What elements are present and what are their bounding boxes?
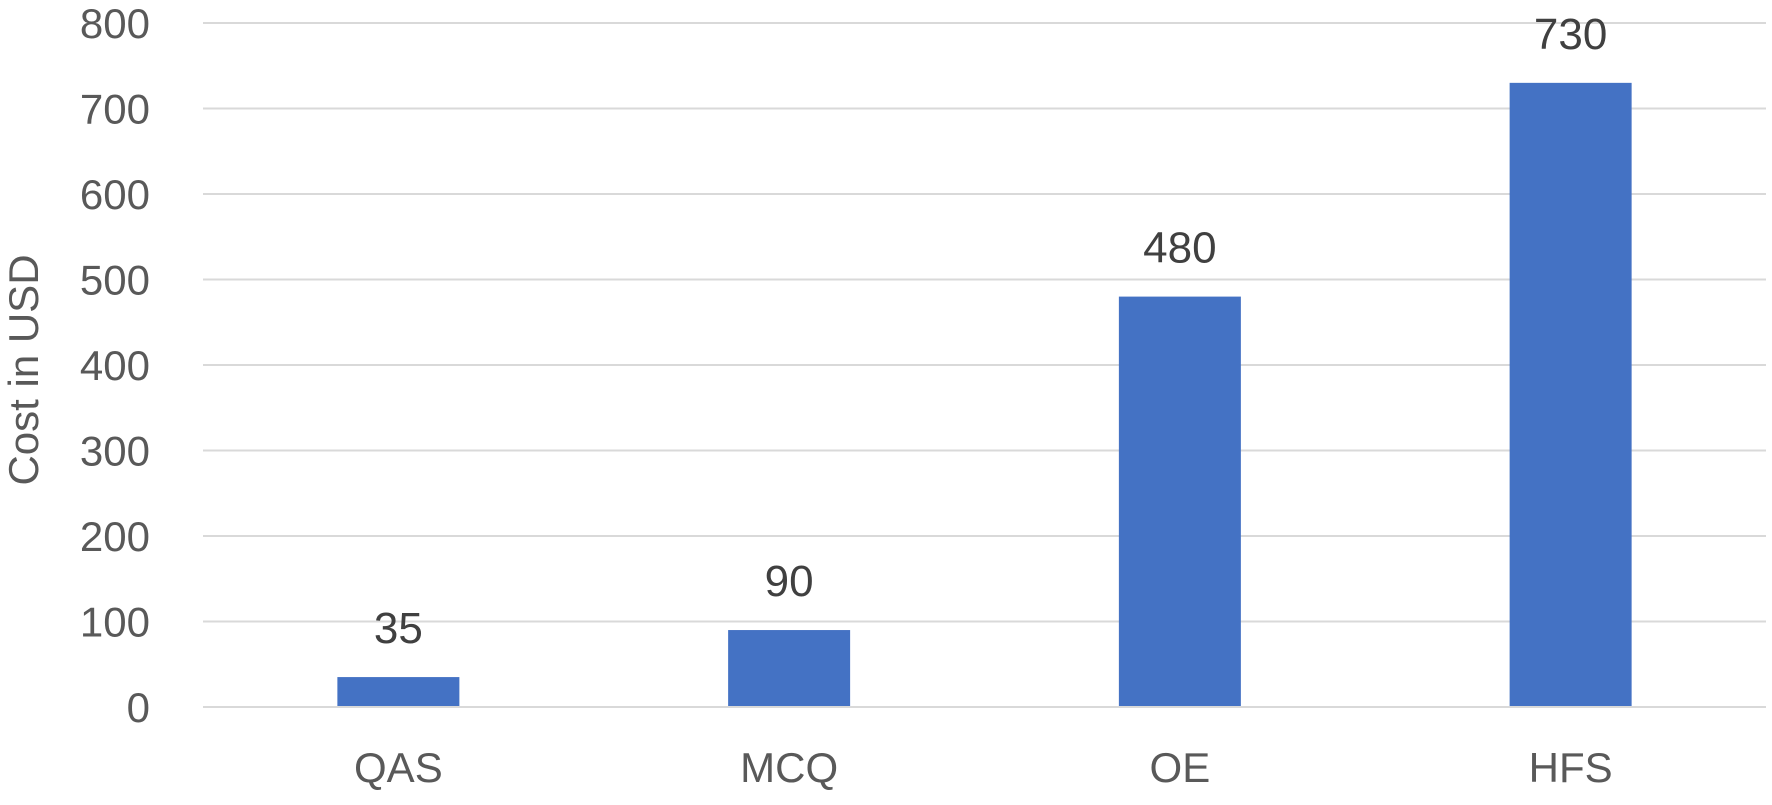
data-label-mcq: 90 (765, 557, 814, 606)
y-tick-label: 800 (80, 0, 150, 47)
x-axis-categories: QAS MCQ OE HFS (354, 744, 1613, 791)
data-labels: 35 90 480 730 (374, 10, 1607, 653)
x-category-label: QAS (354, 744, 443, 791)
y-tick-label: 100 (80, 599, 150, 646)
bar-mcq (728, 630, 851, 707)
y-axis-title: Cost in USD (0, 254, 47, 485)
x-category-label: MCQ (740, 744, 838, 791)
y-tick-label: 300 (80, 428, 150, 475)
y-tick-label: 0 (127, 684, 150, 731)
gridlines (203, 22, 1766, 623)
y-axis-ticks: 0 100 200 300 400 500 600 700 800 (80, 0, 150, 731)
bars (337, 82, 1632, 708)
data-label-hfs: 730 (1534, 10, 1607, 59)
x-category-label: OE (1150, 744, 1211, 791)
bar-oe (1118, 296, 1241, 707)
y-tick-label: 700 (80, 86, 150, 133)
bar-hfs (1509, 82, 1632, 708)
x-category-label: HFS (1529, 744, 1613, 791)
y-tick-label: 500 (80, 257, 150, 304)
y-tick-label: 600 (80, 171, 150, 218)
data-label-qas: 35 (374, 604, 423, 653)
bar-qas (337, 677, 460, 707)
y-tick-label: 200 (80, 513, 150, 560)
data-label-oe: 480 (1143, 224, 1216, 273)
y-tick-label: 400 (80, 342, 150, 389)
